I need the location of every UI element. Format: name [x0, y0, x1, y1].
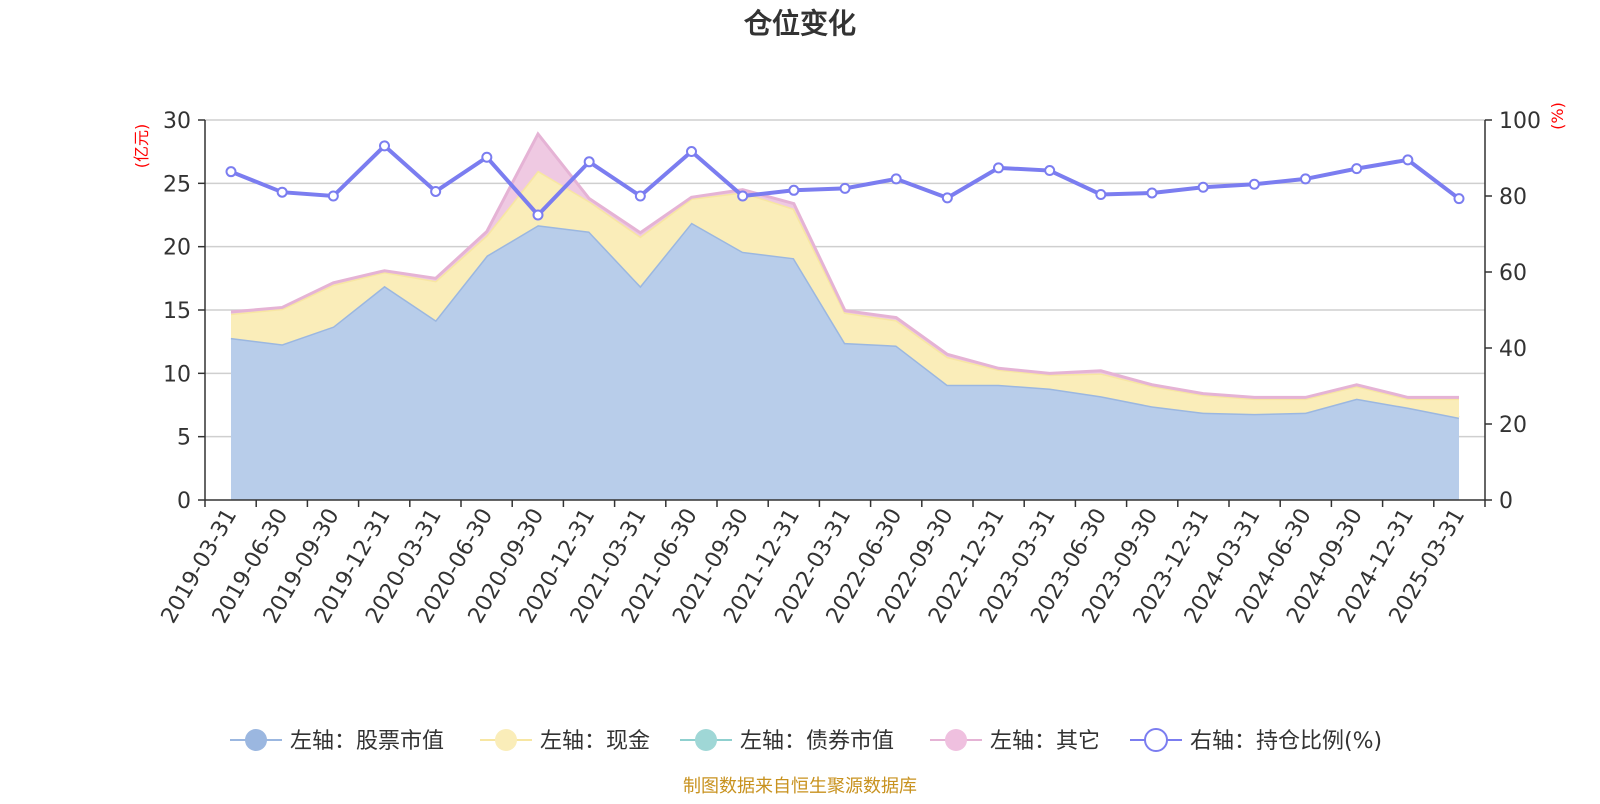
ratio-point: [1044, 165, 1056, 177]
left-tick-label: 0: [177, 489, 191, 514]
right-tick-label: 0: [1499, 489, 1513, 514]
ratio-point: [532, 209, 544, 221]
ratio-point: [327, 190, 339, 202]
ratio-point: [839, 182, 851, 194]
left-tick-label: 10: [163, 362, 191, 387]
legend-label: 左轴：其它: [990, 729, 1100, 754]
legend-marker: [245, 729, 267, 751]
ratio-line-path: [230, 143, 1461, 218]
ratio-point: [481, 151, 493, 163]
legend-marker: [945, 729, 967, 751]
x-axis-labels: 2019-03-312019-06-302019-09-302019-12-31…: [157, 505, 1471, 628]
right-tick-label: 60: [1499, 261, 1527, 286]
ratio-point: [737, 190, 749, 202]
right-tick-label: 20: [1499, 413, 1527, 438]
ratio-point: [686, 146, 697, 158]
legend-item-4[interactable]: 右轴：持仓比例(%): [1130, 728, 1382, 754]
left-tick-label: 30: [163, 109, 191, 134]
area-series-0: [231, 222, 1459, 500]
legend-marker: [1144, 728, 1168, 752]
data-source-note: 制图数据来自恒生聚源数据库: [683, 776, 917, 797]
position-ratio-line: [225, 140, 1465, 221]
legend-item-0[interactable]: 左轴：股票市值: [230, 729, 444, 754]
right-tick-label: 80: [1499, 185, 1527, 210]
legend-item-2[interactable]: 左轴：债券市值: [680, 729, 894, 754]
ratio-point: [1197, 181, 1209, 193]
ratio-point: [1095, 188, 1107, 200]
ratio-point: [890, 173, 902, 185]
ratio-point: [583, 156, 595, 168]
ratio-point: [276, 186, 288, 198]
right-axis-unit: (%): [1548, 102, 1567, 130]
legend-label: 右轴：持仓比例(%): [1190, 729, 1382, 754]
area-series-edge-3: [230, 131, 1459, 399]
legend-label: 左轴：现金: [540, 729, 650, 754]
ratio-point: [1300, 173, 1311, 185]
legend-item-3[interactable]: 左轴：其它: [930, 729, 1100, 754]
ratio-point: [1351, 163, 1363, 175]
ratio-point: [941, 192, 953, 204]
left-tick-label: 25: [163, 172, 191, 197]
legend-marker: [695, 729, 717, 751]
ratio-point: [430, 185, 442, 197]
legend-item-1[interactable]: 左轴：现金: [480, 729, 650, 754]
left-tick-label: 5: [177, 426, 191, 451]
legend[interactable]: 左轴：股票市值 左轴：现金 左轴：债券市值 左轴：其它 右轴：持仓比例(%): [230, 728, 1382, 754]
ratio-point: [1146, 187, 1158, 199]
ratio-point: [1402, 154, 1414, 166]
left-tick-label: 20: [163, 236, 191, 261]
chart-title: 仓位变化: [744, 7, 856, 40]
ratio-point: [1248, 178, 1260, 190]
ratio-point: [225, 166, 237, 178]
axes: 0 5 10 15 20 25 30 0 20 40 60 80 100: [163, 109, 1541, 514]
ratio-point: [1453, 193, 1465, 205]
area-series-1: [231, 170, 1459, 418]
stacked-areas: [230, 131, 1460, 500]
legend-label: 左轴：股票市值: [290, 729, 444, 754]
right-tick-label: 40: [1499, 337, 1527, 362]
left-axis-unit: (亿元): [132, 124, 151, 169]
legend-marker: [495, 729, 517, 751]
ratio-point: [634, 190, 646, 202]
left-tick-label: 15: [163, 299, 191, 324]
ratio-point: [993, 162, 1004, 174]
legend-label: 左轴：债券市值: [740, 729, 894, 754]
ratio-point: [788, 184, 800, 196]
right-tick-label: 100: [1499, 109, 1541, 134]
ratio-point: [379, 140, 390, 152]
